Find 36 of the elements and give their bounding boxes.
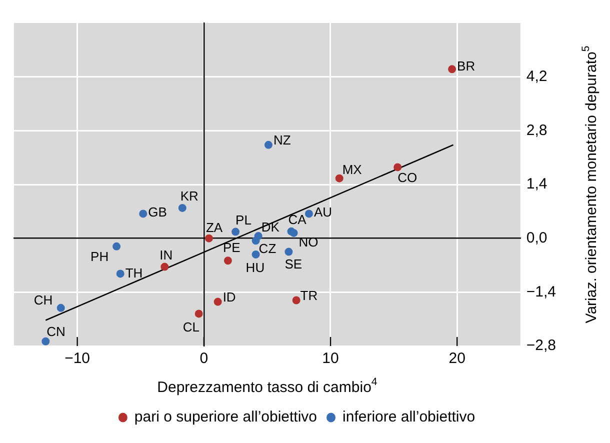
annotation: HU (246, 260, 265, 276)
annotation: CA (288, 212, 307, 227)
annotation: ZA (206, 220, 223, 235)
annotation: TR (300, 288, 318, 303)
annotation: KR (180, 188, 198, 204)
annotation: ID (222, 289, 236, 304)
x-tick-label: 20 (448, 350, 466, 368)
annotation: TH (125, 265, 143, 280)
y-tick-label: −2,8 (526, 337, 556, 354)
y-axis-title: Variaz. orientamento monetario depurato5 (580, 46, 600, 324)
legend-label: pari o superiore all’obiettivo (134, 408, 318, 426)
y-tick-label: 2,8 (526, 122, 548, 139)
y-tick-label: 4,2 (526, 68, 548, 85)
y-tick-label: 0,0 (526, 229, 548, 246)
y-tick-label: −1,4 (526, 283, 556, 300)
annotation: CO (398, 170, 418, 185)
legend-label: inferiore all’obiettivo (342, 408, 476, 426)
annotation: CH (34, 292, 53, 308)
annotation: IN (160, 247, 173, 262)
annotation: PL (236, 212, 252, 228)
y-tick-label: 1,4 (526, 176, 548, 193)
annotation: CN (46, 324, 66, 339)
annotation: DK (261, 220, 280, 235)
x-tick-label: −10 (64, 350, 90, 368)
x-tick-label: 0 (200, 350, 208, 368)
annotation: BR (457, 58, 476, 74)
annotation: PH (90, 248, 109, 264)
annotation: MX (342, 162, 362, 177)
annotation: NZ (273, 132, 291, 148)
x-tick-label: 10 (322, 350, 339, 368)
annotation: GB (148, 204, 167, 220)
annotation: SE (284, 256, 302, 272)
annotation: PE (222, 240, 241, 256)
annotation: AU (314, 204, 332, 220)
annotation: CZ (258, 241, 276, 256)
annotation: CL (182, 319, 200, 334)
